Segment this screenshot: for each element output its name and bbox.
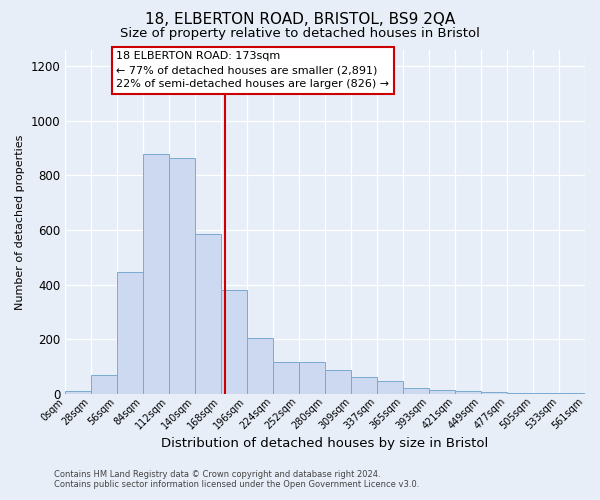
Y-axis label: Number of detached properties: Number of detached properties bbox=[15, 134, 25, 310]
Bar bbox=[65, 391, 91, 394]
Bar bbox=[221, 290, 247, 394]
Bar bbox=[117, 272, 143, 394]
Text: 18 ELBERTON ROAD: 173sqm
← 77% of detached houses are smaller (2,891)
22% of sem: 18 ELBERTON ROAD: 173sqm ← 77% of detach… bbox=[116, 52, 389, 90]
Bar bbox=[299, 362, 325, 394]
Bar bbox=[325, 370, 352, 394]
Text: Size of property relative to detached houses in Bristol: Size of property relative to detached ho… bbox=[120, 28, 480, 40]
Bar bbox=[352, 378, 377, 394]
Bar bbox=[91, 374, 117, 394]
Bar bbox=[273, 362, 299, 394]
X-axis label: Distribution of detached houses by size in Bristol: Distribution of detached houses by size … bbox=[161, 437, 489, 450]
Bar bbox=[507, 393, 533, 394]
Bar bbox=[377, 382, 403, 394]
Bar bbox=[533, 393, 559, 394]
Bar bbox=[430, 390, 455, 394]
Bar bbox=[169, 158, 195, 394]
Bar bbox=[455, 392, 481, 394]
Bar bbox=[195, 234, 221, 394]
Bar bbox=[403, 388, 430, 394]
Bar bbox=[247, 338, 273, 394]
Bar bbox=[143, 154, 169, 394]
Bar bbox=[481, 392, 507, 394]
Text: Contains HM Land Registry data © Crown copyright and database right 2024.
Contai: Contains HM Land Registry data © Crown c… bbox=[54, 470, 419, 489]
Text: 18, ELBERTON ROAD, BRISTOL, BS9 2QA: 18, ELBERTON ROAD, BRISTOL, BS9 2QA bbox=[145, 12, 455, 28]
